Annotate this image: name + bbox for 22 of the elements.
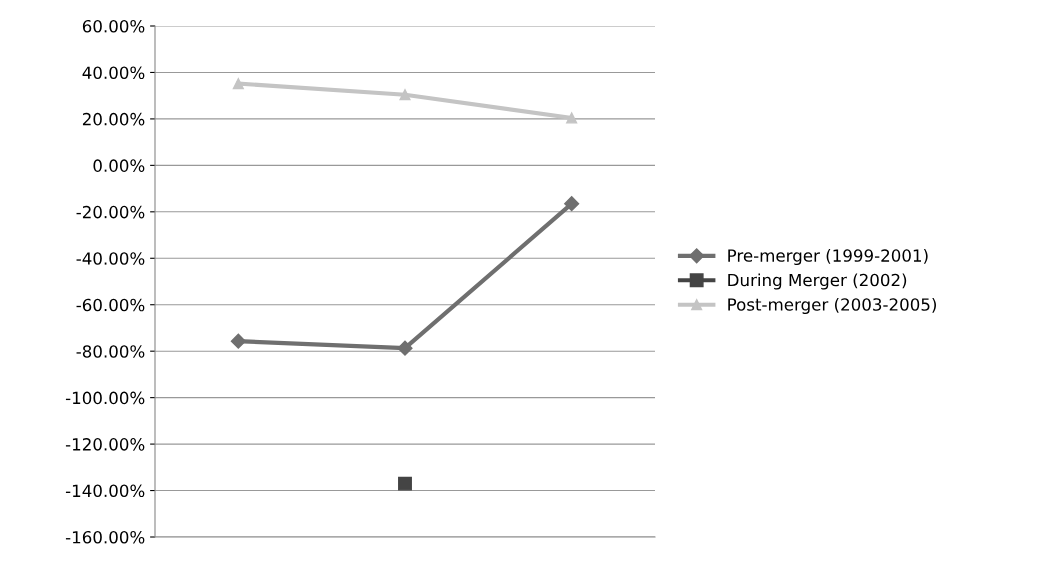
y-tick-label: 40.00% (82, 66, 145, 80)
y-tick-label: 0.00% (93, 159, 145, 172)
y-tick-label: -80.00% (76, 345, 145, 358)
point (232, 78, 244, 90)
point (397, 340, 413, 356)
point (566, 112, 578, 124)
y-tick-label: -100.00% (65, 391, 145, 405)
y-tick-label: 20.00% (82, 112, 145, 126)
point (564, 196, 580, 212)
y-tick-label: -140.00% (65, 484, 145, 498)
legend-label: During Merger (2002) (728, 273, 907, 290)
legend-label: Pre-merger (1999-2001) (728, 248, 928, 266)
y-tick-label: -60.00% (76, 298, 145, 312)
y-tick-label: 60.00% (82, 19, 145, 33)
point (398, 476, 412, 491)
legend-label: Post-merger (2003-2005) (728, 297, 936, 315)
y-tick-label: -40.00% (76, 252, 145, 265)
y-tick-label: -160.00% (65, 530, 145, 544)
y-tick-label: -20.00% (76, 205, 145, 219)
point (399, 89, 411, 101)
y-tick-label: -120.00% (65, 438, 145, 451)
point (230, 333, 246, 349)
